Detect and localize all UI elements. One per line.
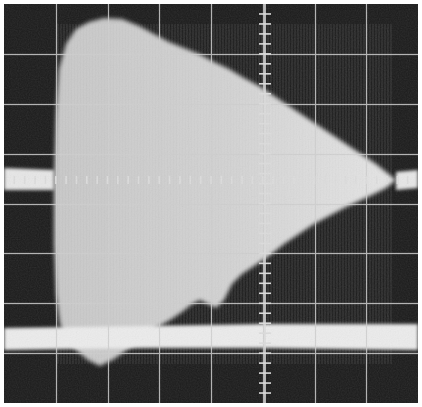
film-grain [4, 4, 418, 403]
oscilloscope-screen [4, 4, 418, 403]
oscilloscope-display [4, 4, 418, 403]
